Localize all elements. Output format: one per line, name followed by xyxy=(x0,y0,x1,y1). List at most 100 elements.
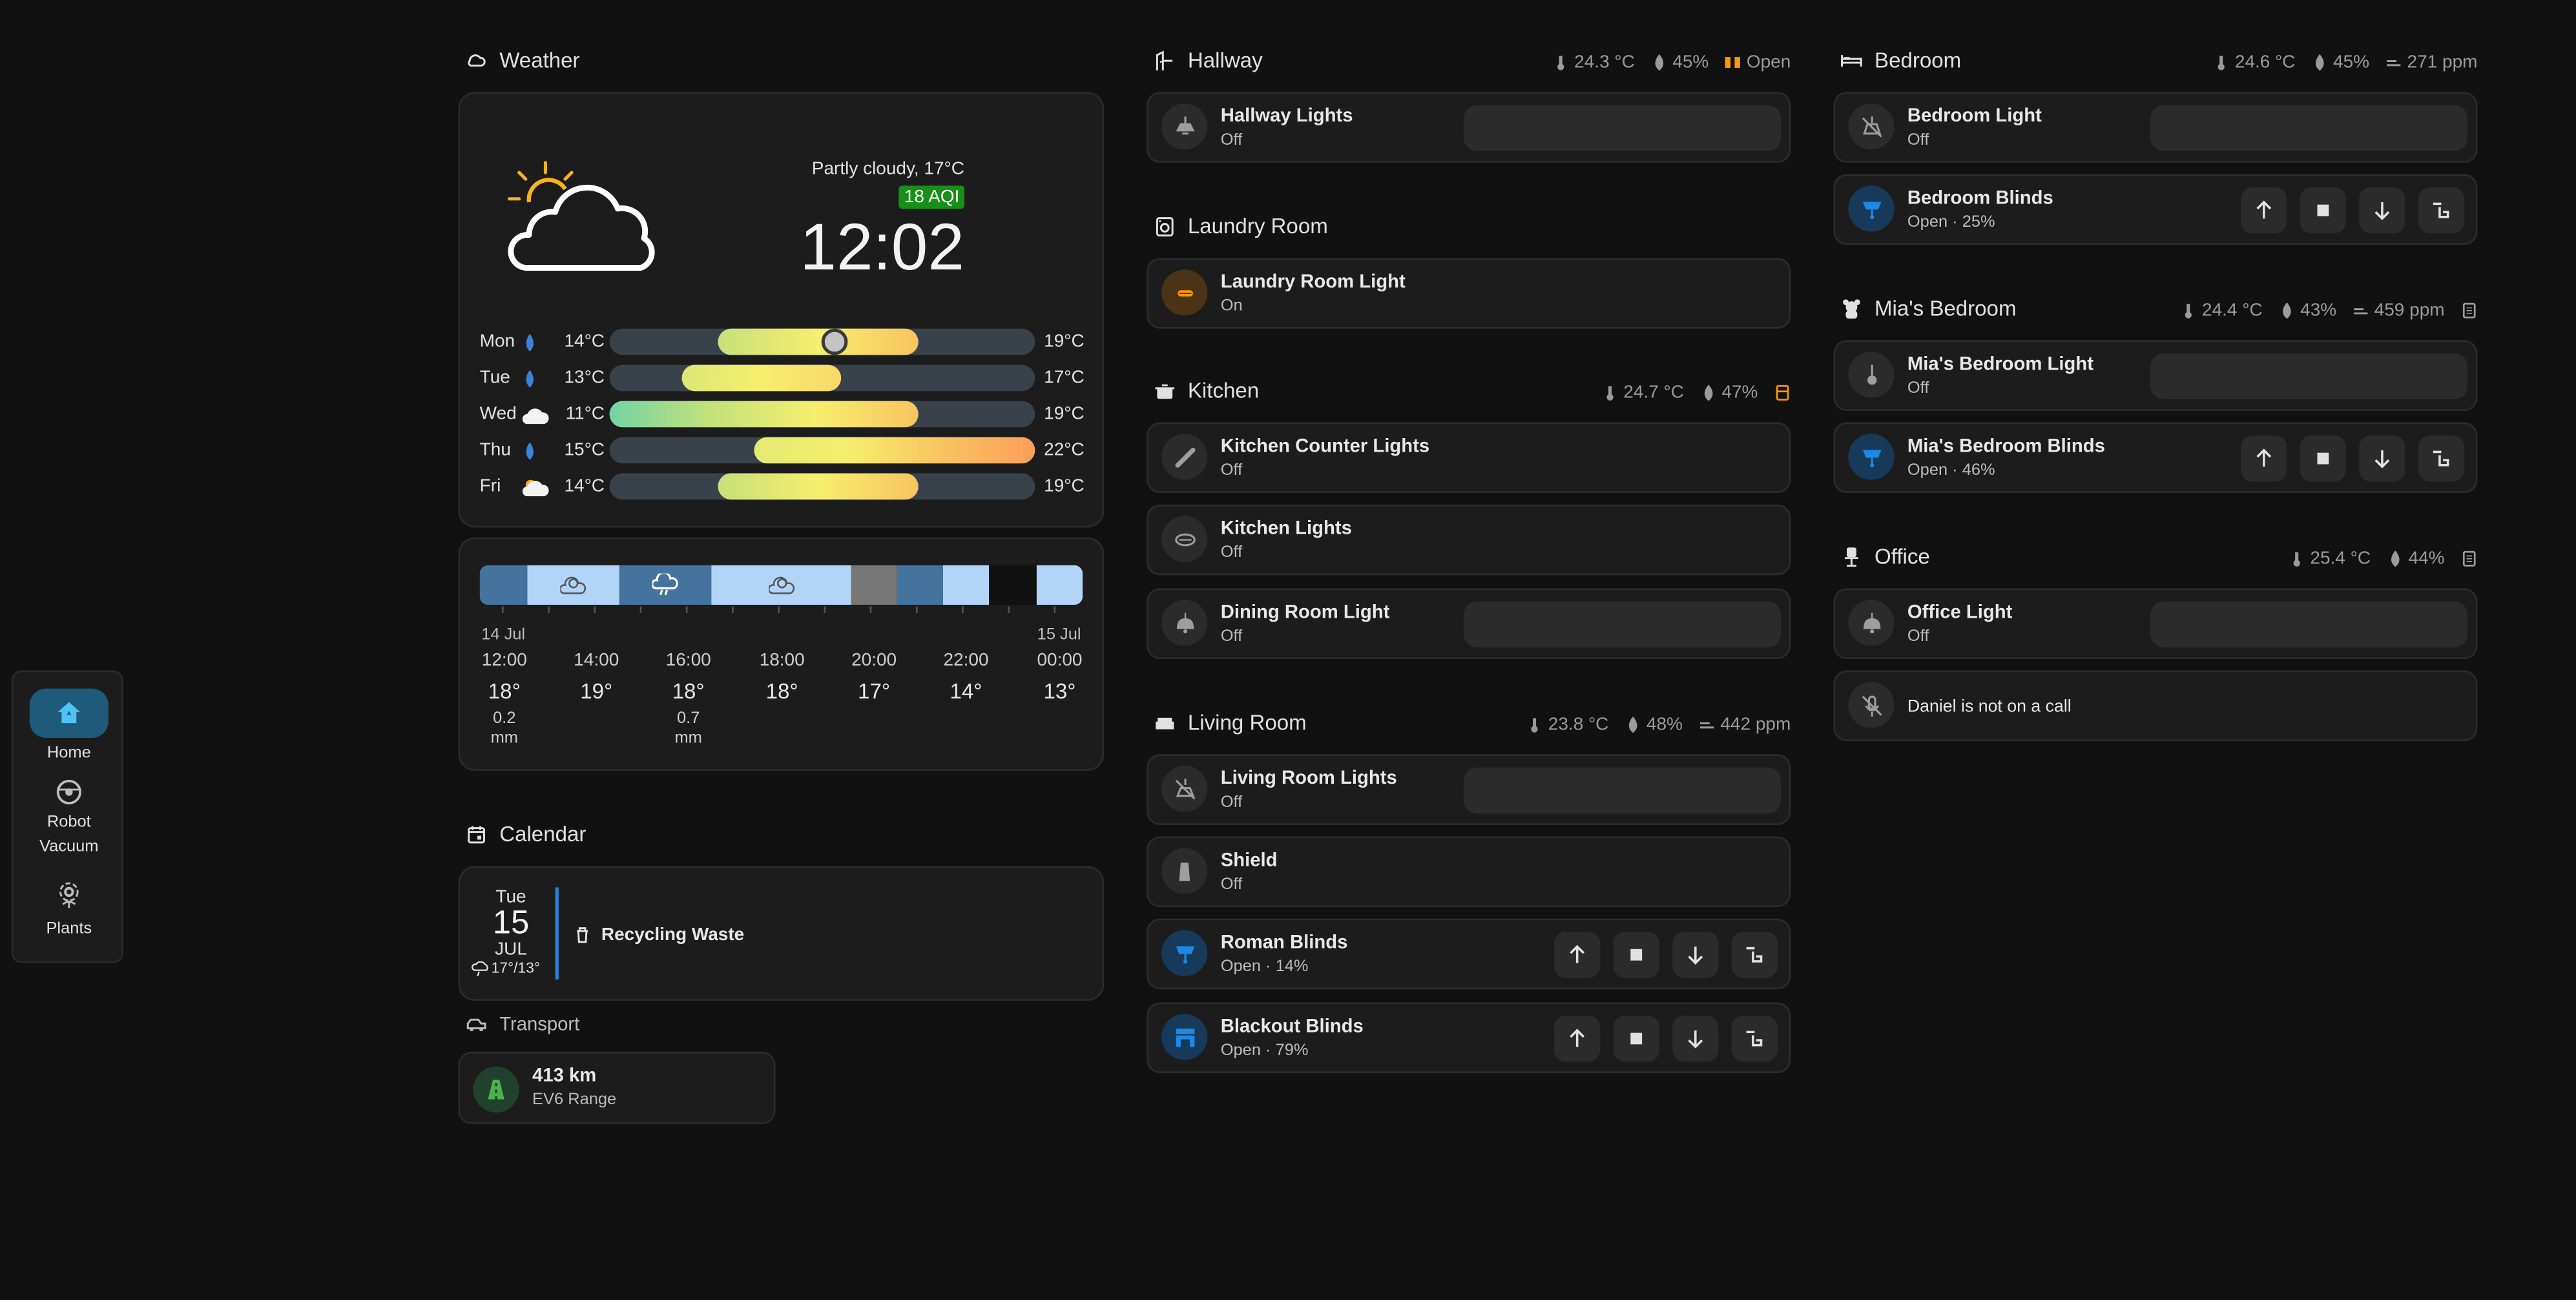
pot-icon xyxy=(1155,383,1175,398)
hour-temp: 18° xyxy=(765,678,798,704)
calendar-event[interactable]: Recycling Waste xyxy=(575,925,744,945)
calendar-event-title: Recycling Waste xyxy=(601,925,745,945)
hour-time: 16:00 xyxy=(665,651,711,671)
temp-range-bar xyxy=(609,437,1035,464)
appliance-status[interactable] xyxy=(1774,384,1791,401)
co2-sensor[interactable]: 271 ppm xyxy=(2385,52,2477,72)
living-room-section: Living Room 23.8 °C 48% 442 ppm xyxy=(1147,710,1791,740)
nav-item-robot-vacuum[interactable]: Robot Vacuum xyxy=(13,774,125,859)
nav-item-home[interactable]: Home xyxy=(13,688,125,762)
mias-bedroom-light-tile[interactable]: Mia's Bedroom Light Off xyxy=(1833,340,2478,411)
humidity-sensor[interactable]: 47% xyxy=(1700,383,1758,403)
temp-range-bar xyxy=(609,473,1035,500)
call-status-tile[interactable]: Daniel is not on a call xyxy=(1833,670,2478,742)
brightness-slider[interactable] xyxy=(2150,601,2468,648)
kitchen-lights-tile[interactable]: Kitchen Lights Off xyxy=(1147,504,1791,576)
close-cover-button[interactable] xyxy=(1672,1015,1719,1062)
chandelier-off-icon xyxy=(1161,766,1208,812)
open-cover-button[interactable] xyxy=(1554,932,1601,978)
ev-range-label: EV6 Range xyxy=(532,1091,617,1109)
weather-forecast-card[interactable]: Partly cloudy, 17°C 18 AQI 12:02 Mon 14°… xyxy=(458,92,1105,528)
humidity-sensor[interactable]: 48% xyxy=(1625,715,1683,735)
temperature-sensor[interactable]: 24.7 °C xyxy=(1602,383,1684,403)
stop-cover-button[interactable] xyxy=(1613,1015,1659,1062)
hour-time: 14:00 xyxy=(574,651,619,671)
cover-position-button[interactable] xyxy=(1731,932,1778,978)
brightness-slider[interactable] xyxy=(2150,353,2468,400)
co2-sensor[interactable]: 442 ppm xyxy=(1699,715,1791,735)
blinds-open-icon xyxy=(1161,930,1208,976)
thermometer-icon xyxy=(2293,552,2301,567)
arrow-up-icon xyxy=(2256,200,2272,219)
hallway-lights-tile[interactable]: Hallway Lights Off xyxy=(1147,92,1791,163)
dining-room-light-tile[interactable]: Dining Room Light Off xyxy=(1147,588,1791,659)
tile-name: Office Light xyxy=(1907,603,2013,623)
temp-range-bar xyxy=(609,364,1035,392)
brightness-slider[interactable] xyxy=(1464,105,1781,151)
arrow-down-icon xyxy=(2374,202,2390,220)
bedroom-header: Bedroom xyxy=(1840,48,1961,72)
co2-sensor[interactable]: 459 ppm xyxy=(2353,300,2445,320)
temperature-sensor[interactable]: 23.8 °C xyxy=(1527,715,1608,735)
door-sensor[interactable]: Open xyxy=(1725,52,1791,72)
tile-state: On xyxy=(1220,297,1243,316)
temp-range-bar xyxy=(609,328,1035,355)
humidity-sensor[interactable]: 44% xyxy=(2387,549,2445,569)
humidity-sensor[interactable]: 45% xyxy=(2312,52,2369,72)
mias-bedroom-blinds-tile[interactable]: Mia's Bedroom Blinds Open · 46% xyxy=(1833,422,2478,494)
hourly-col-2200: 22:00 14° xyxy=(933,651,999,703)
device-status[interactable] xyxy=(2461,302,2477,319)
open-cover-button[interactable] xyxy=(1554,1015,1601,1062)
close-cover-button[interactable] xyxy=(1672,932,1719,978)
humidity-sensor[interactable]: 43% xyxy=(2279,300,2336,320)
device-status[interactable] xyxy=(2461,550,2477,567)
stop-cover-button[interactable] xyxy=(1613,932,1659,978)
temperature-sensor[interactable]: 24.6 °C xyxy=(2214,52,2296,72)
shield-tile[interactable]: Shield Off xyxy=(1147,836,1791,907)
blinds-open-icon xyxy=(1848,185,1895,232)
open-cover-button[interactable] xyxy=(2241,435,2287,482)
stop-cover-button[interactable] xyxy=(2300,435,2346,482)
current-temp-marker xyxy=(821,328,848,355)
road-icon xyxy=(473,1066,519,1113)
tile-name: Living Room Lights xyxy=(1220,769,1397,789)
arrow-up-icon xyxy=(1570,1029,1585,1047)
weather-title: Weather xyxy=(499,47,580,72)
hourly-forecast-card[interactable]: 14 Jul 15 Jul 12:00 18° 0.2 mm 14:00 19°… xyxy=(458,537,1105,771)
temperature-sensor[interactable]: 24.3 °C xyxy=(1553,52,1635,72)
calendar-event-marker xyxy=(555,887,559,980)
cover-position-button[interactable] xyxy=(1731,1015,1778,1062)
living-room-lights-tile[interactable]: Living Room Lights Off xyxy=(1147,754,1791,825)
brightness-slider[interactable] xyxy=(2150,105,2468,151)
laundry-room-light-tile[interactable]: Laundry Room Light On xyxy=(1147,258,1791,329)
office-title: Office xyxy=(1875,543,1930,569)
transport-section-title: Transport xyxy=(465,1014,579,1037)
stop-cover-button[interactable] xyxy=(2300,187,2346,234)
bedroom-light-tile[interactable]: Bedroom Light Off xyxy=(1833,92,2478,163)
office-sensors: 25.4 °C 44% xyxy=(2289,544,2477,574)
robot-vacuum-icon xyxy=(30,774,109,810)
bedroom-blinds-tile[interactable]: Bedroom Blinds Open · 25% xyxy=(1833,174,2478,245)
hour-precip-unit: mm xyxy=(674,729,702,748)
humidity-sensor[interactable]: 45% xyxy=(1651,52,1709,72)
cover-position-button[interactable] xyxy=(2418,435,2465,482)
day-name: Wed xyxy=(479,404,517,425)
brightness-slider[interactable] xyxy=(1464,767,1781,813)
blackout-blinds-tile[interactable]: Blackout Blinds Open · 79% xyxy=(1147,1002,1791,1073)
temperature-sensor[interactable]: 25.4 °C xyxy=(2289,549,2371,569)
cover-controls xyxy=(1554,1015,1778,1062)
close-cover-button[interactable] xyxy=(2359,187,2405,234)
calendar-card[interactable]: Tue 15 JUL 17°/13° Recycling Waste xyxy=(458,866,1105,1001)
roman-blinds-tile[interactable]: Roman Blinds Open · 14% xyxy=(1147,918,1791,990)
ceiling-light-on-icon xyxy=(1161,269,1208,316)
cover-position-button[interactable] xyxy=(2418,187,2465,234)
close-cover-button[interactable] xyxy=(2359,435,2405,482)
ev-range-card[interactable]: 413 km EV6 Range xyxy=(458,1051,776,1124)
temperature-sensor[interactable]: 24.4 °C xyxy=(2181,300,2263,320)
open-cover-button[interactable] xyxy=(2241,187,2287,234)
brightness-slider[interactable] xyxy=(1464,601,1781,648)
kitchen-counter-lights-tile[interactable]: Kitchen Counter Lights Off xyxy=(1147,422,1791,494)
nav-item-plants[interactable]: Plants xyxy=(13,876,125,938)
office-light-tile[interactable]: Office Light Off xyxy=(1833,588,2478,659)
aqi-badge: 18 AQI xyxy=(899,185,964,209)
